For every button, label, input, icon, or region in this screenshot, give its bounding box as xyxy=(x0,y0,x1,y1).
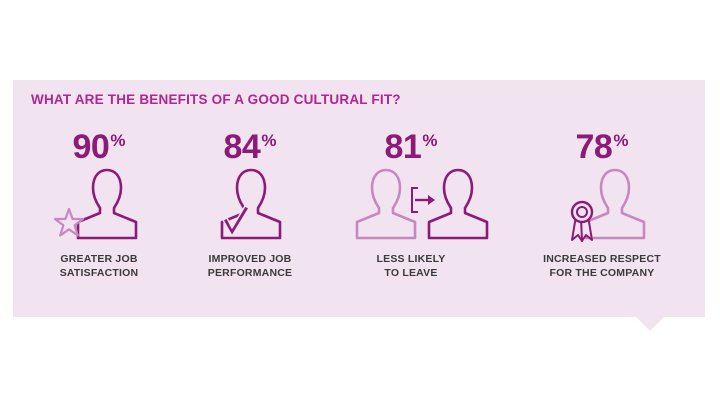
percent-sign: % xyxy=(613,131,629,150)
award-ribbon-icon xyxy=(570,200,594,242)
stat-job-satisfaction-percent: 90% xyxy=(14,128,184,167)
stat-increased-respect-percent: 78% xyxy=(517,128,687,167)
star-icon xyxy=(53,207,85,237)
stat-value: 78 xyxy=(575,128,613,166)
stat-value: 90 xyxy=(72,128,110,166)
percent-sign: % xyxy=(261,131,277,150)
stat-job-satisfaction-label: GREATER JOB SATISFACTION xyxy=(59,253,139,279)
stat-value: 84 xyxy=(223,128,261,166)
infographic-panel xyxy=(13,80,705,317)
stat-job-performance-label: IMPROVED JOB PERFORMANCE xyxy=(207,253,293,279)
percent-sign: % xyxy=(422,131,438,150)
stat-less-likely-to-leave-label: LESS LIKELY TO LEAVE xyxy=(376,253,446,279)
exit-arrow-icon xyxy=(411,187,435,213)
person-exit-icon xyxy=(326,168,496,246)
stat-job-performance-percent: 84% xyxy=(165,128,335,167)
stat-increased-respect-label: INCREASED RESPECT FOR THE COMPANY xyxy=(543,253,661,279)
person-star-icon xyxy=(14,168,184,246)
stat-value: 81 xyxy=(384,128,422,166)
person-award-icon xyxy=(517,168,687,246)
person-checkmark-icon xyxy=(165,168,335,246)
percent-sign: % xyxy=(110,131,126,150)
stat-less-likely-to-leave-percent: 81% xyxy=(326,128,496,167)
panel-pointer xyxy=(636,317,664,331)
checkmark-icon xyxy=(222,205,250,237)
infographic-heading: WHAT ARE THE BENEFITS OF A GOOD CULTURAL… xyxy=(31,92,401,107)
